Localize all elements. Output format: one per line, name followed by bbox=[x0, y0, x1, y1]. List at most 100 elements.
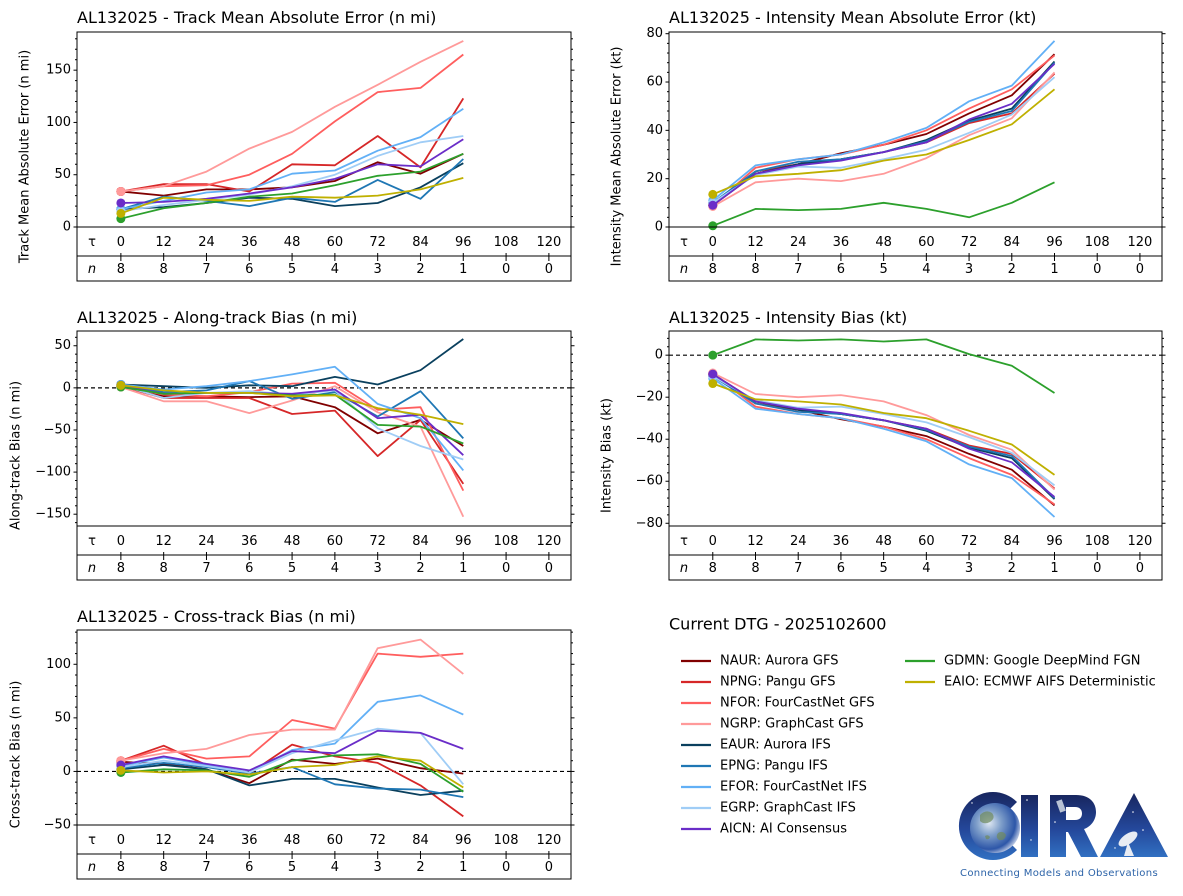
chart-track-mae: AL132025 - Track Mean Absolute Error (n … bbox=[18, 8, 575, 282]
sample-count: 0 bbox=[1093, 262, 1101, 277]
legend-item-nfor: NFOR: FourCastNet GFS bbox=[681, 696, 875, 711]
y-tick-label: 50 bbox=[54, 338, 71, 353]
sample-count: 2 bbox=[1008, 561, 1016, 576]
chart-along-track-bias: AL132025 - Along-track Bias (n mi) Along-… bbox=[9, 308, 575, 581]
sample-count: 5 bbox=[288, 561, 296, 576]
chart-title: AL132025 - Cross-track Bias (n mi) bbox=[77, 607, 356, 626]
tau-label: τ bbox=[680, 534, 688, 549]
series-line-efor bbox=[712, 40, 1056, 202]
legend-item-aicn: AICN: AI Consensus bbox=[681, 822, 847, 837]
x-tick-label: 120 bbox=[536, 833, 561, 848]
tau-label: τ bbox=[88, 235, 96, 250]
x-tick-label: 108 bbox=[1085, 235, 1110, 250]
y-tick-label: −80 bbox=[636, 516, 663, 531]
series-lines bbox=[116, 338, 465, 518]
y-tick-label: 80 bbox=[646, 26, 663, 41]
chart-title: AL132025 - Intensity Mean Absolute Error… bbox=[669, 8, 1036, 27]
x-tick-label: 84 bbox=[412, 534, 429, 549]
sample-count: 5 bbox=[288, 860, 296, 875]
sample-count: 4 bbox=[331, 860, 339, 875]
sample-count: 6 bbox=[837, 561, 845, 576]
y-axis: −150 −100 −50 0 50 bbox=[35, 336, 575, 524]
y-tick-label: 0 bbox=[655, 220, 663, 235]
x-tick-label: 36 bbox=[833, 235, 850, 250]
series-line-eaio bbox=[712, 88, 1056, 196]
x-tick-label: 12 bbox=[747, 534, 764, 549]
logo-letter-i bbox=[1021, 795, 1038, 857]
series-line-nfor bbox=[712, 373, 1056, 506]
legend-label: NAUR: Aurora GFS bbox=[720, 654, 838, 669]
tau-label: τ bbox=[680, 235, 688, 250]
x-tick-label: 36 bbox=[833, 534, 850, 549]
cira-logo: Connecting Models and Observations bbox=[958, 792, 1168, 879]
sample-count: 3 bbox=[374, 561, 382, 576]
chart-panels: AL132025 - Track Mean Absolute Error (n … bbox=[9, 8, 1166, 880]
y-tick-label: −50 bbox=[44, 422, 71, 437]
x-tick-label: 72 bbox=[369, 235, 386, 250]
sample-count: 5 bbox=[880, 262, 888, 277]
legend-label: NFOR: FourCastNet GFS bbox=[720, 696, 875, 711]
y-axis-label: Intensity Mean Absolute Error (kt) bbox=[610, 47, 625, 267]
legend-label: NGRP: GraphCast GFS bbox=[720, 717, 864, 732]
x-tick-label: 96 bbox=[1046, 534, 1063, 549]
sample-count: 2 bbox=[416, 860, 424, 875]
globe-icon bbox=[970, 803, 1020, 853]
x-tick-label: 60 bbox=[918, 235, 935, 250]
legend-item-npng: NPNG: Pangu GFS bbox=[681, 675, 836, 690]
series-marker-eaio bbox=[116, 765, 126, 775]
sample-count: 0 bbox=[1136, 262, 1144, 277]
sample-count: 6 bbox=[837, 262, 845, 277]
sample-count: 0 bbox=[502, 262, 510, 277]
x-tick-label: 48 bbox=[284, 833, 301, 848]
x-tick-label: 24 bbox=[198, 833, 215, 848]
series-line-nfor bbox=[120, 381, 465, 492]
x-tick-label: 120 bbox=[536, 534, 561, 549]
x-tick-label: 24 bbox=[198, 534, 215, 549]
n-row bbox=[668, 554, 1163, 581]
n-label: n bbox=[680, 262, 688, 277]
n-row bbox=[668, 255, 1163, 282]
satellite-dish-icon bbox=[1118, 831, 1138, 856]
series-marker-aicn bbox=[708, 369, 718, 379]
series-line-egrp bbox=[712, 76, 1056, 204]
series-marker-eaio bbox=[708, 189, 718, 199]
x-tick-label: 72 bbox=[369, 534, 386, 549]
series-line-aicn bbox=[712, 63, 1056, 207]
series-line-gdmn bbox=[712, 181, 1055, 227]
x-tick-label: 96 bbox=[455, 833, 472, 848]
x-tick-label: 0 bbox=[117, 833, 125, 848]
logo-tagline: Connecting Models and Observations bbox=[960, 868, 1158, 879]
series-line-naur bbox=[712, 53, 1056, 207]
series-line-npng bbox=[120, 743, 464, 818]
chart-cross-track-bias: AL132025 - Cross-track Bias (n mi) Cross-… bbox=[9, 607, 575, 880]
series-line-nfor bbox=[712, 54, 1056, 206]
y-tick-label: −50 bbox=[44, 818, 71, 833]
series-marker-eaio bbox=[116, 380, 126, 390]
sample-count: 2 bbox=[416, 262, 424, 277]
forecast-hour-table: τn 0 8 12 8 24 7 36 6 48 5 60 4 72 3 84 2 96 1 108 0 120 0 bbox=[668, 226, 1163, 282]
sample-count: 4 bbox=[922, 262, 930, 277]
x-tick-label: 96 bbox=[455, 534, 472, 549]
sample-count: 4 bbox=[331, 262, 339, 277]
n-label: n bbox=[88, 561, 96, 576]
sample-count: 2 bbox=[416, 561, 424, 576]
series-line-aicn bbox=[712, 373, 1056, 498]
globe-land bbox=[980, 811, 1006, 841]
chart-title: AL132025 - Intensity Bias (kt) bbox=[669, 308, 907, 327]
legend-label: GDMN: Google DeepMind FGN bbox=[944, 654, 1141, 669]
sample-count: 0 bbox=[545, 262, 553, 277]
series-line-npng bbox=[120, 385, 465, 485]
series-line-gdmn bbox=[120, 152, 464, 220]
y-tick-label: 150 bbox=[46, 63, 71, 78]
legend-label: EFOR: FourCastNet IFS bbox=[720, 780, 867, 795]
series-line-ngrp bbox=[120, 385, 465, 518]
sample-count: 2 bbox=[1008, 262, 1016, 277]
x-tick-label: 0 bbox=[709, 235, 717, 250]
x-tick-label: 84 bbox=[412, 833, 429, 848]
legend-label: NPNG: Pangu GFS bbox=[720, 675, 836, 690]
y-tick-label: 0 bbox=[63, 380, 71, 395]
x-tick-label: 72 bbox=[961, 235, 978, 250]
series-marker-eaio bbox=[116, 208, 126, 218]
plot-frame bbox=[76, 629, 572, 826]
